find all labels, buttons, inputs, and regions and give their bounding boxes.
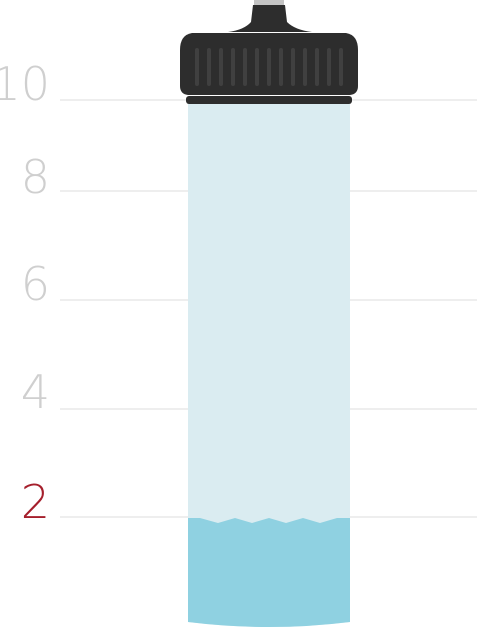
nozzle-tip xyxy=(254,0,284,6)
cap-ridges xyxy=(195,48,343,86)
bottle-body xyxy=(188,102,350,627)
scale-label-6: 6 xyxy=(21,257,50,311)
cap-collar xyxy=(186,96,352,104)
scale-labels: 10 8 6 4 2 xyxy=(0,57,50,529)
scale-label-4: 4 xyxy=(21,365,50,419)
scale-label-2-highlighted: 2 xyxy=(21,475,50,529)
bottle-cap-icon xyxy=(180,33,358,104)
water-bottle-icon xyxy=(180,0,358,627)
nozzle-neck xyxy=(228,5,312,32)
water-fill xyxy=(188,518,350,627)
scale-label-10: 10 xyxy=(0,57,50,111)
scale-label-8: 8 xyxy=(21,150,50,204)
